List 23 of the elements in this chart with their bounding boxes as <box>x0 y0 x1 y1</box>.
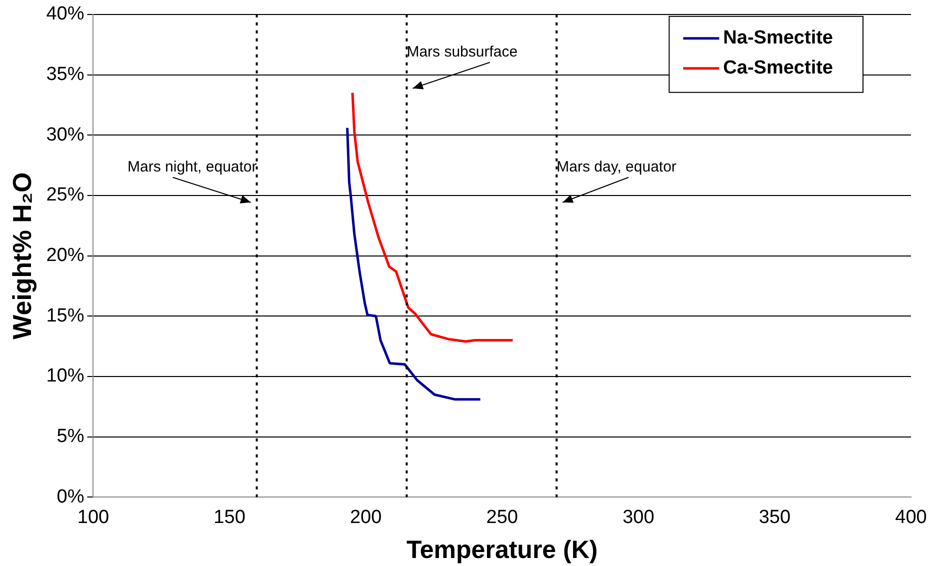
y-tick-label: 15% <box>46 305 84 326</box>
y-tick-label: 5% <box>56 426 84 448</box>
x-tick-label: 400 <box>895 506 927 528</box>
x-tick-label: 100 <box>77 506 110 528</box>
y-tick-label: 20% <box>46 245 84 266</box>
x-tick-label: 350 <box>758 506 791 528</box>
ref-line-label: Mars day, equator <box>556 158 676 176</box>
x-tick-label: 300 <box>622 506 654 528</box>
ref-line-label: Mars subsurface <box>406 44 518 61</box>
y-tick-label: 25% <box>46 184 84 206</box>
y-tick-label: 30% <box>46 124 84 146</box>
ref-line-label: Mars night, equator <box>128 158 257 176</box>
y-tick-label: 10% <box>46 366 84 387</box>
x-tick-label: 250 <box>486 506 518 528</box>
y-tick-label: 40% <box>46 4 84 25</box>
legend-label: Na-Smectite <box>723 28 834 49</box>
x-axis-title: Temperature (K) <box>406 536 598 564</box>
x-tick-label: 150 <box>214 506 246 528</box>
legend-label: Ca-Smectite <box>723 58 834 79</box>
y-tick-label: 0% <box>56 486 84 508</box>
y-axis-title: Weight% H₂O <box>6 172 37 340</box>
x-tick-label: 200 <box>350 506 382 528</box>
y-tick-label: 35% <box>46 64 84 85</box>
